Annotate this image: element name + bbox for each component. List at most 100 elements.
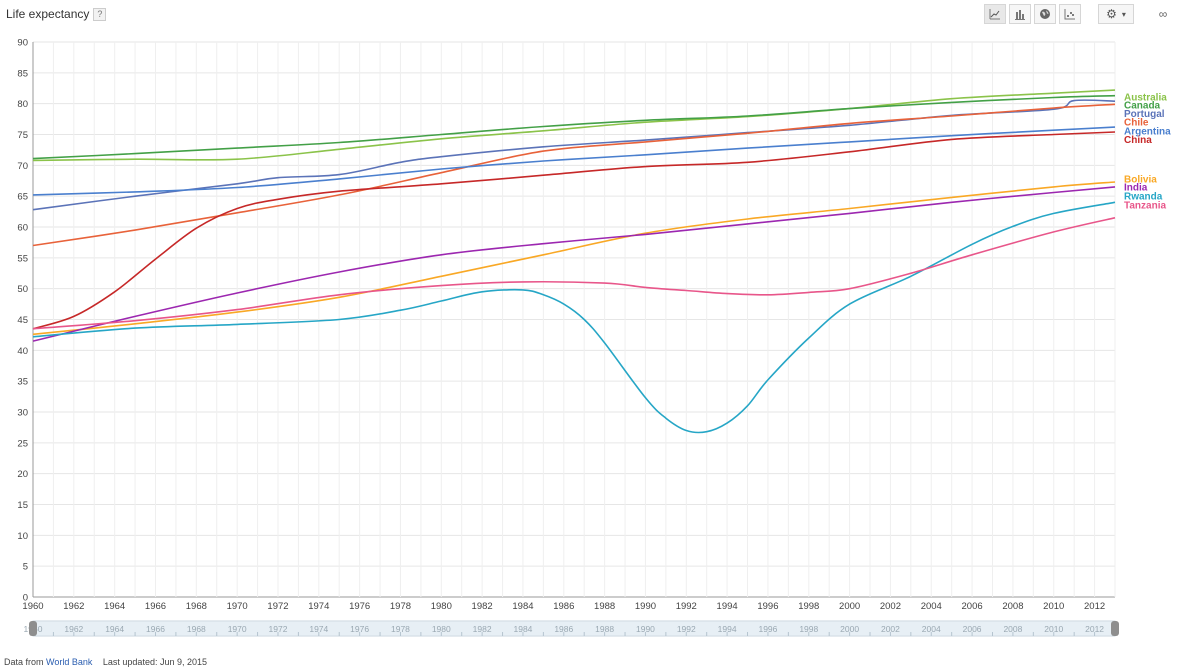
x-tick-label: 1998 [798, 601, 819, 612]
slider-tick-label: 1966 [146, 624, 165, 634]
y-tick-label: 50 [17, 284, 28, 295]
y-axis: 0 5 10 15 20 25 30 35 40 45 50 55 60 65 70 75 80 85 90 [17, 38, 34, 604]
chain-link-icon[interactable]: ∞ [1158, 7, 1168, 21]
y-tick-label: 70 [17, 161, 28, 172]
slider-tick-label: 1980 [432, 624, 451, 634]
slider-tick-label: 1978 [391, 624, 410, 634]
series-line-australia[interactable] [32, 89, 1116, 162]
gear-icon: ⚙ [1106, 7, 1117, 21]
slider-tick-label: 1998 [799, 624, 818, 634]
y-tick-label: 65 [17, 192, 28, 203]
legend-label-india[interactable]: India [1124, 182, 1148, 193]
x-tick-label: 1968 [186, 601, 207, 612]
x-tick-label: 2010 [1043, 601, 1064, 612]
slider-tick-label: 1962 [64, 624, 83, 634]
chevron-down-icon: ▾ [1121, 9, 1126, 19]
legend-label-australia[interactable]: Australia [1124, 92, 1167, 103]
slider-tick-label: 1970 [228, 624, 247, 634]
help-button[interactable]: ? [93, 8, 107, 22]
slider-tick-label: 1972 [269, 624, 288, 634]
slider-tick-label: 1994 [718, 624, 737, 634]
y-tick-label: 60 [17, 223, 28, 234]
x-tick-label: 2000 [839, 601, 860, 612]
legend-label-rwanda[interactable]: Rwanda [1124, 192, 1163, 203]
slider-tick-label: 1992 [677, 624, 696, 634]
x-tick-label: 1960 [22, 601, 43, 612]
x-tick-label: 2002 [880, 601, 901, 612]
bar-chart-icon[interactable] [1009, 4, 1031, 24]
source-prefix: Data from [4, 657, 44, 667]
series-line-chile[interactable] [32, 103, 1116, 247]
x-axis: 1960 1962 1964 1966 1968 1970 1972 1974 1976 1978… [22, 601, 1105, 612]
legend-label-chile[interactable]: Chile [1124, 118, 1149, 129]
range-slider-selection [33, 622, 1115, 635]
slider-tick-label: 2000 [840, 624, 859, 634]
y-tick-label: 40 [17, 346, 28, 357]
legend-label-argentina[interactable]: Argentina [1124, 126, 1171, 137]
legend-label-portugal[interactable]: Portugal [1124, 109, 1165, 120]
slider-tick-label: 1964 [105, 624, 124, 634]
range-slider-end-handle[interactable] [1111, 621, 1119, 636]
slider-tick-label: 1988 [595, 624, 614, 634]
last-updated: Last updated: Jun 9, 2015 [102, 657, 207, 667]
x-tick-label: 1988 [594, 601, 615, 612]
series-line-canada[interactable] [32, 94, 1116, 160]
y-tick-label: 85 [17, 68, 28, 79]
series-legend: AustraliaCanadaPortugalChileArgentinaChi… [1124, 92, 1171, 211]
x-tick-label: 1994 [717, 601, 738, 612]
y-tick-label: 35 [17, 377, 28, 388]
series-line-india[interactable] [32, 186, 1116, 342]
legend-label-bolivia[interactable]: Bolivia [1124, 174, 1157, 185]
legend-label-canada[interactable]: Canada [1124, 100, 1161, 111]
slider-tick-label: 2006 [963, 624, 982, 634]
slider-tick-label: 1968 [187, 624, 206, 634]
series-line-bolivia[interactable] [32, 181, 1116, 336]
x-tick-label: 1970 [227, 601, 248, 612]
range-slider-start-handle[interactable] [29, 621, 37, 636]
x-tick-label: 1978 [390, 601, 411, 612]
x-tick-label: 1992 [676, 601, 697, 612]
globe-icon[interactable] [1034, 4, 1056, 24]
y-tick-label: 10 [17, 531, 28, 542]
slider-tick-label: 1974 [309, 624, 328, 634]
x-tick-label: 1980 [431, 601, 452, 612]
y-tick-label: 30 [17, 408, 28, 419]
x-tick-label: 2008 [1002, 601, 1023, 612]
chart-toolbar: ⚙ ▾ ∞ [984, 4, 1173, 24]
legend-label-tanzania[interactable]: Tanzania [1124, 200, 1166, 211]
line-chart-icon[interactable] [984, 4, 1006, 24]
y-tick-label: 15 [17, 500, 28, 511]
x-tick-label: 2006 [962, 601, 983, 612]
scatter-chart-icon[interactable] [1059, 4, 1081, 24]
x-tick-label: 1976 [349, 601, 370, 612]
series-line-tanzania[interactable] [32, 217, 1116, 330]
slider-tick-label: 1990 [636, 624, 655, 634]
slider-tick-label: 1984 [514, 624, 533, 634]
chart-grid [32, 41, 1116, 598]
series-line-rwanda[interactable] [32, 201, 1116, 434]
x-tick-label: 1996 [757, 601, 778, 612]
series-line-argentina[interactable] [32, 126, 1116, 196]
slider-tick-label: 1976 [350, 624, 369, 634]
x-tick-label: 1966 [145, 601, 166, 612]
chart-title-text: Life expectancy [6, 7, 90, 21]
slider-tick-label: 1996 [758, 624, 777, 634]
slider-tick-label: 2002 [881, 624, 900, 634]
y-tick-label: 80 [17, 99, 28, 110]
x-tick-label: 2012 [1084, 601, 1105, 612]
x-tick-label: 1990 [635, 601, 656, 612]
footer: Data from World Bank Last updated: Jun 9… [4, 657, 207, 667]
world-bank-link[interactable]: World Bank [46, 657, 93, 667]
legend-label-china[interactable]: China [1124, 135, 1152, 146]
y-tick-label: 25 [17, 438, 28, 449]
y-tick-label: 45 [17, 315, 28, 326]
x-tick-label: 1962 [63, 601, 84, 612]
x-tick-label: 1982 [472, 601, 493, 612]
settings-menu-button[interactable]: ⚙ ▾ [1098, 4, 1134, 24]
slider-tick-label: 2008 [1003, 624, 1022, 634]
range-slider[interactable]: 1960196219641966196819701972197419761978… [24, 620, 1119, 637]
y-tick-label: 90 [17, 38, 28, 49]
slider-tick-label: 1986 [554, 624, 573, 634]
series-line-china[interactable] [32, 131, 1116, 330]
x-tick-label: 2004 [921, 601, 942, 612]
